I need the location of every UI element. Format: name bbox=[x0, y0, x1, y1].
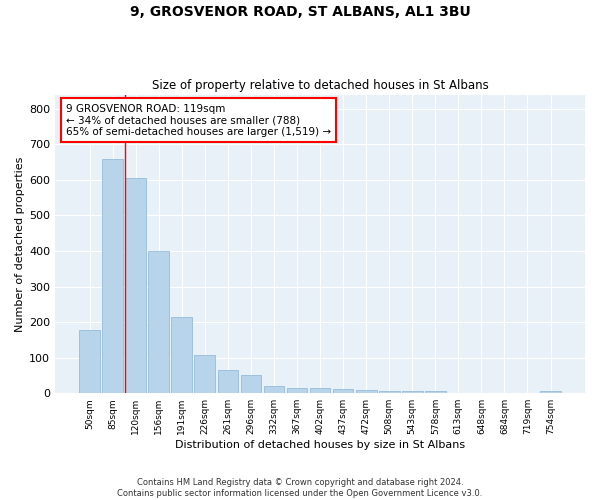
Bar bbox=[102, 158, 123, 393]
Bar bbox=[218, 370, 238, 393]
Bar bbox=[310, 388, 331, 393]
Bar bbox=[425, 392, 446, 393]
Bar bbox=[172, 317, 192, 393]
Y-axis label: Number of detached properties: Number of detached properties bbox=[15, 156, 25, 332]
Bar bbox=[379, 392, 400, 393]
Text: 9 GROSVENOR ROAD: 119sqm
← 34% of detached houses are smaller (788)
65% of semi-: 9 GROSVENOR ROAD: 119sqm ← 34% of detach… bbox=[66, 104, 331, 136]
Bar bbox=[333, 389, 353, 393]
Bar bbox=[540, 392, 561, 393]
Bar bbox=[79, 330, 100, 393]
Bar bbox=[125, 178, 146, 393]
Text: Contains HM Land Registry data © Crown copyright and database right 2024.
Contai: Contains HM Land Registry data © Crown c… bbox=[118, 478, 482, 498]
Bar bbox=[263, 386, 284, 393]
Bar bbox=[356, 390, 377, 393]
Bar bbox=[287, 388, 307, 393]
Bar bbox=[402, 392, 422, 393]
X-axis label: Distribution of detached houses by size in St Albans: Distribution of detached houses by size … bbox=[175, 440, 465, 450]
Bar bbox=[194, 355, 215, 393]
Text: 9, GROSVENOR ROAD, ST ALBANS, AL1 3BU: 9, GROSVENOR ROAD, ST ALBANS, AL1 3BU bbox=[130, 5, 470, 19]
Title: Size of property relative to detached houses in St Albans: Size of property relative to detached ho… bbox=[152, 79, 488, 92]
Bar bbox=[148, 251, 169, 393]
Bar bbox=[241, 376, 262, 393]
